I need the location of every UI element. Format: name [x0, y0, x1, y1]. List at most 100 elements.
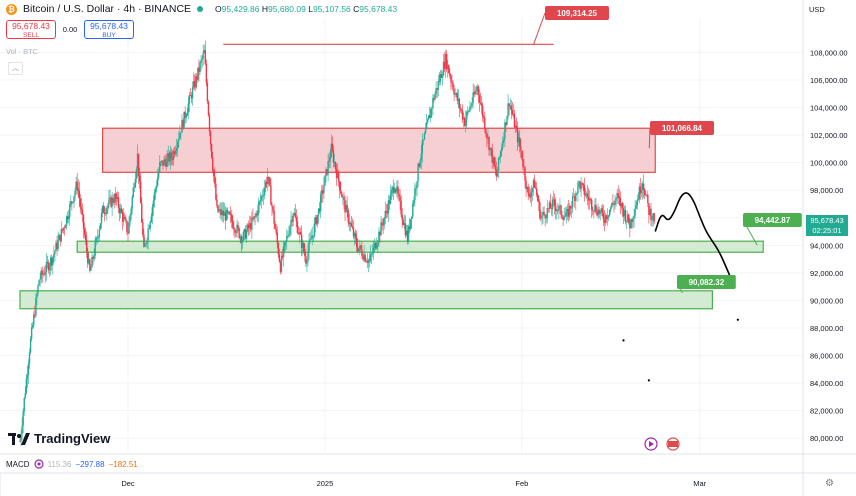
- candle: [260, 194, 263, 209]
- candle: [555, 197, 557, 220]
- candle: [62, 227, 65, 234]
- buy-button[interactable]: 95,678.43 BUY: [84, 20, 134, 39]
- candle: [378, 227, 380, 247]
- candle-body: [189, 95, 192, 96]
- projection-dot: [622, 339, 625, 342]
- candle-body: [237, 224, 239, 229]
- chart-settings-gear-icon[interactable]: ⚙: [825, 478, 834, 489]
- candle: [636, 194, 638, 210]
- candle: [503, 132, 505, 144]
- candle-body: [417, 163, 419, 182]
- candle: [332, 144, 335, 168]
- indicator-settings-icon[interactable]: [33, 459, 44, 469]
- candle: [88, 252, 90, 266]
- candle: [165, 153, 167, 171]
- candle: [647, 190, 649, 208]
- candle-body: [82, 214, 85, 229]
- candle-body: [113, 202, 115, 203]
- candle: [254, 213, 256, 226]
- candle: [568, 203, 571, 220]
- candle-body: [92, 256, 94, 259]
- sell-button[interactable]: 95,678.43 SELL: [6, 20, 56, 39]
- collapse-legend-icon[interactable]: ︿: [8, 62, 23, 75]
- candle-body: [633, 215, 635, 219]
- candle: [26, 365, 29, 389]
- candle: [381, 218, 383, 231]
- candle-body: [350, 223, 353, 227]
- candle: [124, 212, 126, 220]
- candle-body: [77, 188, 79, 191]
- candle: [81, 203, 84, 223]
- candle-body: [65, 216, 68, 226]
- y-tick-label: 104,000.00: [810, 104, 848, 113]
- symbol-title[interactable]: Bitcoin / U.S. Dollar · 4h · BINANCE: [23, 3, 192, 15]
- candle-body: [386, 211, 389, 214]
- candle-body: [43, 273, 46, 275]
- candle-body: [372, 246, 375, 253]
- candle-body: [78, 190, 80, 199]
- candle-body: [52, 256, 54, 266]
- candle-body: [71, 201, 73, 203]
- candle-body: [360, 245, 362, 250]
- currency-selector[interactable]: USD: [809, 5, 825, 14]
- candle-body: [42, 273, 44, 275]
- candle: [607, 214, 610, 222]
- candle-body: [575, 193, 577, 202]
- candle-body: [224, 212, 227, 221]
- candle-body: [268, 176, 270, 179]
- candle: [309, 231, 311, 244]
- candle-body: [510, 105, 512, 110]
- candle-body: [530, 192, 533, 198]
- candle: [563, 207, 565, 221]
- macd-legend[interactable]: MACD 115.36 −297.88 −182.51: [6, 459, 138, 469]
- candle-body: [539, 202, 541, 218]
- candle: [480, 96, 483, 115]
- candle: [535, 182, 538, 198]
- candle-body: [540, 217, 542, 219]
- candle: [363, 245, 365, 263]
- candle: [138, 167, 141, 190]
- candle-body: [213, 169, 215, 177]
- candle: [375, 242, 377, 251]
- candle-body: [130, 208, 132, 216]
- candle: [358, 248, 360, 253]
- candle: [45, 252, 48, 281]
- candle: [216, 194, 218, 209]
- candle: [300, 225, 303, 257]
- candle-body: [387, 200, 390, 214]
- candle-body: [107, 205, 109, 209]
- candle-body: [606, 216, 609, 219]
- candle-body: [19, 440, 21, 442]
- candle: [468, 109, 470, 114]
- tradingview-logo[interactable]: TradingView: [8, 431, 110, 446]
- symbol-header[interactable]: ₿ Bitcoin / U.S. Dollar · 4h · BINANCE O…: [6, 3, 397, 15]
- projection-path: [654, 192, 733, 281]
- candle: [229, 206, 232, 223]
- candle: [486, 132, 488, 148]
- candle-body: [490, 147, 492, 150]
- candle-body: [469, 106, 471, 111]
- candle: [294, 203, 296, 219]
- candle-body: [60, 229, 62, 242]
- candle: [614, 195, 616, 210]
- candle-body: [467, 110, 469, 113]
- candle: [609, 209, 611, 218]
- candle: [256, 210, 258, 222]
- candle-body: [546, 208, 548, 218]
- candle: [575, 190, 577, 211]
- candle-body: [398, 194, 400, 197]
- candle: [292, 212, 294, 227]
- candle-body: [294, 212, 296, 218]
- candle-body: [407, 226, 410, 242]
- candle: [648, 203, 650, 224]
- candle: [246, 222, 249, 233]
- candle: [314, 214, 317, 233]
- candle-body: [362, 256, 364, 260]
- candle-body: [327, 161, 329, 175]
- candle-body: [332, 150, 335, 163]
- candle-body: [585, 193, 588, 196]
- candle-body: [422, 139, 425, 141]
- candle-body: [144, 244, 146, 247]
- candle: [325, 166, 327, 183]
